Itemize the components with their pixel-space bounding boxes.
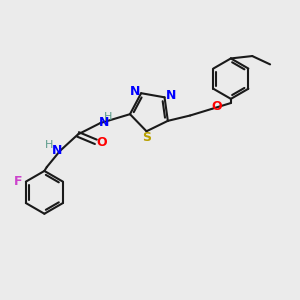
Text: O: O (96, 136, 107, 149)
Text: H: H (103, 112, 112, 122)
Text: S: S (142, 131, 151, 144)
Text: N: N (99, 116, 109, 129)
Text: H: H (45, 140, 53, 150)
Text: O: O (211, 100, 222, 113)
Text: N: N (51, 144, 62, 157)
Text: N: N (129, 85, 140, 98)
Text: F: F (14, 175, 23, 188)
Text: N: N (166, 89, 176, 102)
